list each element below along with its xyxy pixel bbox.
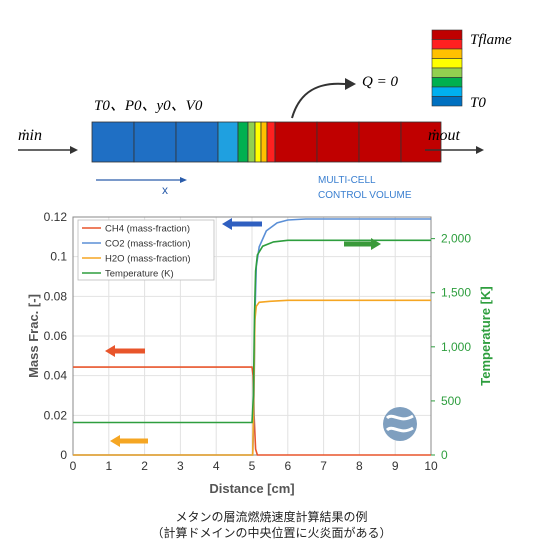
cell — [217, 121, 239, 163]
outlet-arrowhead — [476, 146, 484, 154]
chart-series — [73, 218, 431, 456]
co2-left-arrow-shaft — [232, 221, 262, 227]
x-direction-arrowhead — [180, 177, 187, 183]
temperature-right-arrow-shaft — [344, 241, 371, 247]
colorbar-swatch — [431, 48, 463, 59]
colorbar-swatch — [431, 58, 463, 69]
chart-legend: CH4 (mass-fraction) CO2 (mass-fraction) H2… — [77, 219, 215, 281]
right-tick-label: 500 — [441, 394, 461, 408]
left-tick-label: 0.12 — [44, 210, 68, 224]
x-tick-label: 1 — [105, 459, 112, 473]
ch4-left-arrow-head — [105, 345, 115, 357]
x-tick-label: 6 — [284, 459, 291, 473]
right-tick-label: 2,000 — [441, 232, 471, 246]
legend-label: Temperature (K) — [105, 269, 174, 280]
right-tick-label: 0 — [441, 448, 448, 462]
cell — [400, 121, 442, 163]
colorbar-swatch — [431, 96, 463, 107]
cell — [316, 121, 360, 163]
co2-left-arrow-head — [222, 218, 232, 230]
multicell-label-line2: CONTROL VOLUME — [318, 190, 412, 201]
cell-strip — [91, 121, 442, 163]
x-axis-ticks: 0 1 2 3 4 5 6 7 8 9 10 — [70, 459, 438, 473]
cell — [247, 121, 256, 163]
right-tick-label: 1,500 — [441, 286, 471, 300]
x-tick-label: 5 — [249, 459, 256, 473]
heat-flux-label: Q = 0 — [362, 74, 398, 90]
left-tick-label: 0 — [60, 448, 67, 462]
h2o-left-arrow-shaft — [120, 438, 148, 444]
cell — [91, 121, 135, 163]
x-tick-label: 7 — [320, 459, 327, 473]
control-volume-diagram: ṁin T0、P0、y0、V0 ṁout Q = 0 x MULTI-CELL … — [18, 29, 512, 201]
cell — [274, 121, 318, 163]
cell — [266, 121, 276, 163]
right-axis-ticks: 0 500 1,000 1,500 2,000 — [431, 232, 471, 462]
x-tick-label: 4 — [213, 459, 220, 473]
colorbar-swatch — [431, 39, 463, 50]
x-tick-label: 3 — [177, 459, 184, 473]
cell — [254, 121, 262, 163]
left-tick-label: 0.08 — [44, 289, 68, 303]
temperature-right-arrow-head — [371, 238, 381, 250]
heat-flux-arrowhead — [345, 78, 356, 90]
colorbar-swatch — [431, 77, 463, 88]
cell — [237, 121, 249, 163]
x-tick-label: 8 — [356, 459, 363, 473]
legend-box — [77, 219, 215, 281]
colorbar-top-label: Tflame — [470, 32, 512, 48]
x-axis-label: Distance [cm] — [209, 481, 294, 496]
colorbar-swatch — [431, 67, 463, 78]
cell — [133, 121, 177, 163]
left-axis-label: Mass Frac. [-] — [26, 294, 41, 378]
mdot-in-label: ṁin — [18, 127, 42, 144]
x-tick-label: 2 — [141, 459, 148, 473]
legend-label: CO2 (mass-fraction) — [105, 239, 191, 250]
caption-line1: メタンの層流燃焼速度計算結果の例 — [175, 510, 368, 524]
left-tick-label: 0.02 — [44, 408, 68, 422]
colorbar-swatch — [431, 86, 463, 97]
x-tick-label: 10 — [424, 459, 438, 473]
colorbar-bottom-label: T0 — [470, 95, 486, 111]
temperature-colorbar — [431, 29, 463, 107]
mdot-out-label: ṁout — [428, 127, 461, 144]
ch4-left-arrow-shaft — [115, 348, 145, 354]
left-tick-label: 0.06 — [44, 329, 68, 343]
caption-line2: （計算ドメインの中央位置に火炎面がある） — [151, 526, 392, 540]
right-axis-label: Temperature [K] — [478, 286, 493, 385]
cell — [175, 121, 219, 163]
multicell-label-line1: MULTI-CELL — [318, 175, 376, 186]
colorbar-swatch — [431, 29, 463, 40]
x-direction-label: x — [162, 183, 168, 197]
x-tick-label: 0 — [70, 459, 77, 473]
flame-profile-chart: 0 1 2 3 4 5 6 7 8 9 10 0 0.02 0.04 0.06 0.08 0.1 0.12 0 5… — [26, 210, 493, 496]
cell — [358, 121, 402, 163]
logo-icon — [383, 407, 417, 441]
x-tick-label: 9 — [392, 459, 399, 473]
left-tick-label: 0.1 — [50, 250, 67, 264]
initial-conditions-label: T0、P0、y0、V0 — [94, 98, 203, 114]
cell — [260, 121, 268, 163]
inlet-arrowhead — [70, 146, 78, 154]
left-axis-ticks: 0 0.02 0.04 0.06 0.08 0.1 0.12 — [44, 210, 68, 462]
series-line — [73, 299, 431, 456]
series-line — [73, 239, 431, 424]
heat-flux-arrow — [291, 82, 346, 119]
left-tick-label: 0.04 — [44, 369, 68, 383]
legend-label: CH4 (mass-fraction) — [105, 224, 190, 235]
h2o-left-arrow-head — [110, 435, 120, 447]
right-tick-label: 1,000 — [441, 340, 471, 354]
legend-label: H2O (mass-fraction) — [105, 254, 191, 265]
axis-direction-arrows — [105, 218, 381, 447]
